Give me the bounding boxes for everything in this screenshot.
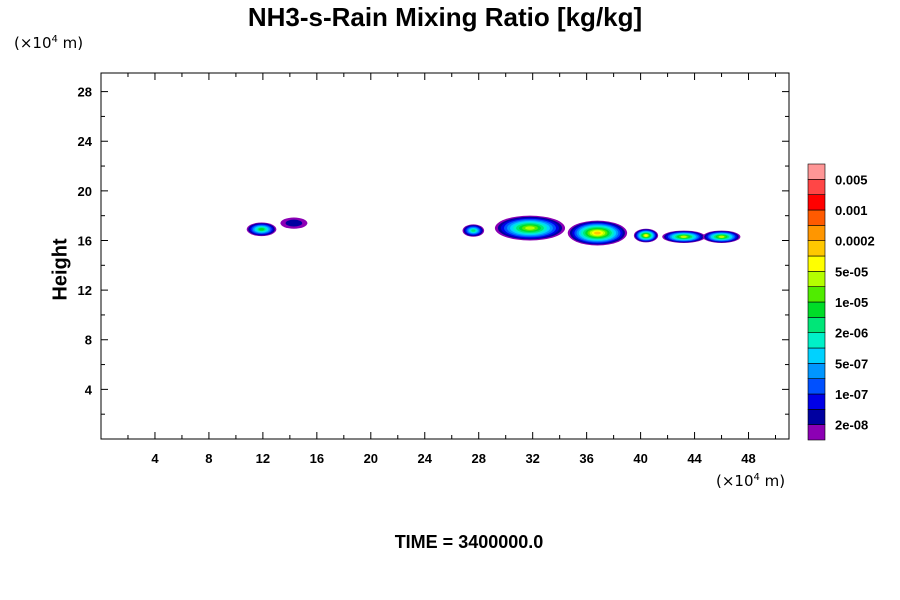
contour-level <box>593 231 601 235</box>
colorbar-label: 5e-05 <box>835 264 868 279</box>
contour-level <box>644 234 648 237</box>
x-tick-label: 4 <box>151 451 159 466</box>
colorbar: 2e-08 1e-07 5e-07 2e-06 1e-05 5e-05 0.0002 0.00… <box>807 163 875 441</box>
colorbar-label: 2e-06 <box>835 326 868 341</box>
contour-level <box>471 229 476 232</box>
y-tick-label: 20 <box>78 184 92 199</box>
x-tick-label: 8 <box>205 451 212 466</box>
colorbar-label: 0.005 <box>835 172 868 187</box>
contour-level <box>285 219 303 227</box>
colorbar-label: 5e-07 <box>835 356 868 371</box>
y-unit-label: (×104 m) <box>14 34 84 52</box>
cloud-cell <box>246 222 277 237</box>
x-tick-label: 44 <box>687 451 702 466</box>
contour-level <box>259 228 265 231</box>
contour-level <box>680 235 687 238</box>
colorbar-swatch <box>807 225 826 241</box>
contour-level <box>718 235 725 238</box>
colorbar-label: 1e-07 <box>835 387 868 402</box>
contour-level <box>525 226 535 230</box>
colorbar-swatch <box>807 347 826 364</box>
x-tick-label: 36 <box>579 451 593 466</box>
colorbar-swatch <box>807 163 826 180</box>
cloud-cell <box>462 224 485 237</box>
plot-frame <box>100 72 790 440</box>
colorbar-label: 2e-08 <box>835 418 868 433</box>
colorbar-swatch <box>807 255 826 272</box>
chart-title: NH3-s-Rain Mixing Ratio [kg/kg] <box>247 2 643 32</box>
x-tick-label: 20 <box>364 451 378 466</box>
colorbar-swatch <box>807 393 826 410</box>
x-tick-label: 28 <box>471 451 485 466</box>
colorbar-label: 0.0002 <box>835 234 875 249</box>
colorbar-swatch <box>807 301 826 318</box>
x-unit-label: (×104 m) <box>716 472 786 490</box>
y-tick-label: 4 <box>85 382 93 397</box>
cloud-cell <box>633 228 659 243</box>
colorbar-swatch <box>807 240 826 257</box>
colorbar-swatch <box>807 424 826 441</box>
colorbar-swatch <box>807 286 826 303</box>
y-tick-label: 16 <box>78 233 92 248</box>
cloud-cell <box>567 220 628 246</box>
y-tick-label: 12 <box>78 283 92 298</box>
cloud-cell <box>280 217 308 229</box>
x-tick-label: 40 <box>633 451 647 466</box>
x-tick-label: 12 <box>256 451 270 466</box>
colorbar-label: 0.001 <box>835 203 868 218</box>
colorbar-swatch <box>807 271 826 287</box>
cloud-cell <box>662 230 706 243</box>
colorbar-swatch <box>807 332 826 349</box>
cloud-cell <box>702 230 741 243</box>
x-tick-label: 48 <box>741 451 755 466</box>
time-label: TIME = 3400000.0 <box>394 532 544 552</box>
colorbar-swatch <box>807 409 826 425</box>
cloud-cell <box>494 215 566 241</box>
x-tick-label: 32 <box>525 451 539 466</box>
y-tick-label: 28 <box>78 85 92 100</box>
colorbar-label: 1e-05 <box>835 295 868 310</box>
colorbar-swatch <box>807 179 826 195</box>
colorbar-swatch <box>807 209 826 226</box>
y-tick-label: 8 <box>85 333 92 348</box>
plot-cells <box>246 215 741 246</box>
y-tick-label: 24 <box>78 134 93 149</box>
x-tick-label: 16 <box>310 451 324 466</box>
colorbar-swatch <box>807 363 826 379</box>
colorbar-swatch <box>807 378 826 395</box>
x-tick-label: 24 <box>418 451 433 466</box>
colorbar-swatch <box>807 317 826 333</box>
colorbar-swatch <box>807 194 826 211</box>
